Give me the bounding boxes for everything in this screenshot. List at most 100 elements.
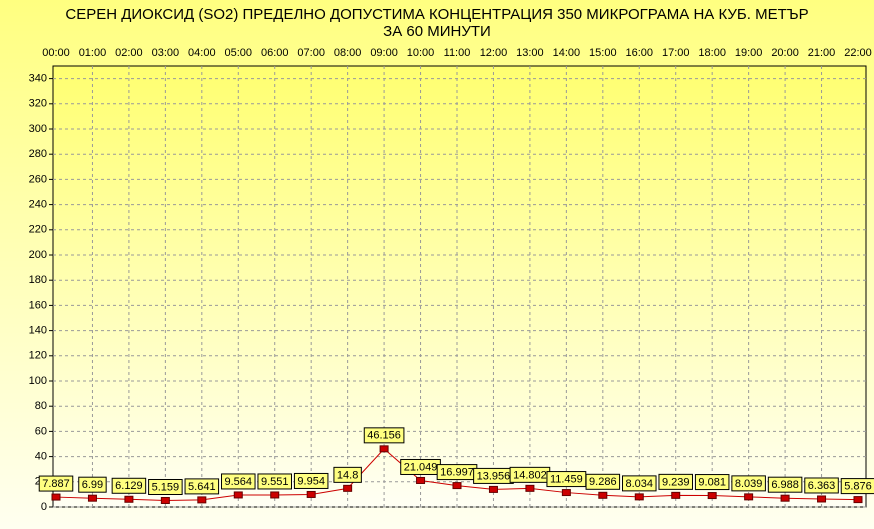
- x-tick-label: 20:00: [771, 47, 799, 59]
- marker: [160, 496, 170, 504]
- marker: [270, 491, 280, 499]
- x-tick-label: 08:00: [334, 47, 362, 59]
- marker: [744, 493, 754, 501]
- x-tick-label: 12:00: [480, 47, 508, 59]
- y-tick-label: 120: [29, 350, 47, 362]
- value-label: 5.159: [152, 481, 180, 493]
- x-tick-label: 04:00: [188, 47, 216, 59]
- value-label-box: [184, 478, 220, 495]
- value-label: 9.564: [225, 476, 253, 488]
- marker: [707, 492, 717, 500]
- value-label-box: [585, 473, 621, 490]
- x-tick-label: 06:00: [261, 47, 289, 59]
- value-label: 6.129: [115, 480, 143, 492]
- x-tick-label: 22:00: [844, 47, 872, 59]
- marker: [379, 445, 389, 453]
- value-label: 7.887: [42, 478, 70, 490]
- value-label-box: [333, 466, 362, 483]
- value-label: 46.156: [367, 430, 401, 442]
- marker: [671, 491, 681, 499]
- value-label-box: [731, 475, 766, 492]
- y-tick-label: 220: [29, 224, 47, 236]
- value-label: 9.954: [297, 475, 325, 487]
- value-label-box: [257, 473, 292, 490]
- value-label-box: [622, 475, 657, 492]
- value-label: 6.988: [771, 479, 799, 491]
- y-tick-label: 320: [29, 98, 47, 110]
- x-tick-label: 15:00: [589, 47, 617, 59]
- value-label: 5.641: [188, 481, 216, 493]
- chart-title: СЕРЕН ДИОКСИД (SO2) ПРЕДЕЛНО ДОПУСТИМА К…: [65, 6, 808, 23]
- value-label: 9.239: [662, 476, 690, 488]
- marker: [87, 494, 97, 502]
- marker: [780, 494, 790, 502]
- value-label-box: [38, 475, 74, 492]
- value-label: 8.034: [626, 478, 654, 490]
- marker: [51, 493, 61, 501]
- x-tick-label: 18:00: [698, 47, 726, 59]
- x-tick-label: 03:00: [152, 47, 180, 59]
- x-tick-label: 00:00: [42, 47, 70, 59]
- marker: [306, 490, 316, 498]
- y-tick-label: 180: [29, 274, 47, 286]
- value-label: 9.081: [698, 476, 726, 488]
- value-label: 13.956: [477, 470, 511, 482]
- marker: [452, 482, 462, 490]
- value-label-box: [363, 427, 405, 444]
- x-tick-label: 10:00: [407, 47, 435, 59]
- value-label-box: [658, 473, 693, 490]
- x-tick-label: 01:00: [79, 47, 107, 59]
- chart-subtitle: ЗА 60 МИНУТИ: [383, 23, 491, 40]
- marker: [197, 496, 207, 504]
- y-tick-label: 300: [29, 123, 47, 135]
- value-label: 21.049: [404, 461, 438, 473]
- marker: [634, 493, 644, 501]
- value-label: 9.286: [589, 476, 617, 488]
- marker: [416, 476, 426, 484]
- marker: [561, 489, 571, 497]
- x-tick-label: 21:00: [808, 47, 836, 59]
- y-tick-label: 340: [29, 73, 47, 85]
- value-label-box: [111, 477, 147, 494]
- plot-area: [52, 65, 867, 508]
- marker: [525, 484, 535, 492]
- y-tick-label: 280: [29, 148, 47, 160]
- value-label: 5.876: [844, 481, 872, 493]
- value-label: 9.551: [261, 476, 289, 488]
- y-tick-label: 0: [41, 501, 47, 513]
- x-tick-label: 17:00: [662, 47, 690, 59]
- y-tick-label: 100: [29, 375, 47, 387]
- marker: [853, 496, 863, 504]
- x-tick-label: 13:00: [516, 47, 544, 59]
- y-tick-label: 140: [29, 325, 47, 337]
- y-tick-label: 80: [35, 400, 47, 412]
- y-tick-label: 240: [29, 199, 47, 211]
- x-tick-label: 16:00: [626, 47, 654, 59]
- y-tick-label: 40: [35, 451, 47, 463]
- x-tick-label: 07:00: [297, 47, 325, 59]
- x-tick-label: 14:00: [553, 47, 581, 59]
- marker: [488, 485, 498, 493]
- y-tick-label: 260: [29, 173, 47, 185]
- marker: [343, 484, 353, 492]
- value-label-box: [840, 478, 874, 495]
- x-tick-label: 19:00: [735, 47, 763, 59]
- marker: [233, 491, 243, 499]
- value-label: 6.99: [82, 479, 103, 491]
- x-tick-label: 05:00: [225, 47, 253, 59]
- value-label: 16.997: [440, 466, 474, 478]
- value-label-box: [293, 472, 329, 489]
- value-label-box: [694, 474, 730, 491]
- value-label: 14.802: [513, 469, 547, 481]
- marker: [598, 491, 608, 499]
- value-label: 8.039: [735, 478, 763, 490]
- x-tick-label: 09:00: [370, 47, 398, 59]
- x-tick-label: 02:00: [115, 47, 143, 59]
- y-tick-label: 160: [29, 299, 47, 311]
- value-label-box: [221, 473, 256, 490]
- y-tick-label: 200: [29, 249, 47, 261]
- value-label-box: [767, 476, 803, 493]
- value-label: 11.459: [550, 473, 583, 485]
